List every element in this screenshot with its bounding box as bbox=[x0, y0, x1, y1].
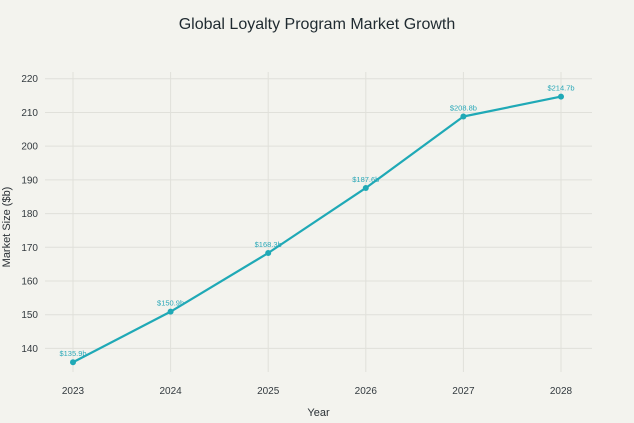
data-point bbox=[460, 113, 467, 120]
y-tick-label: 170 bbox=[21, 243, 38, 254]
y-tick-label: 190 bbox=[21, 175, 38, 186]
y-tick-label: 200 bbox=[21, 142, 38, 153]
data-label: $150.9b bbox=[157, 299, 184, 308]
y-axis-title: Market Size ($b) bbox=[1, 187, 13, 268]
data-label: $187.6b bbox=[352, 175, 379, 184]
data-label: $135.9b bbox=[59, 349, 86, 358]
y-tick-label: 160 bbox=[21, 276, 38, 287]
y-tick-label: 220 bbox=[21, 74, 38, 85]
x-tick-label: 2024 bbox=[159, 386, 182, 397]
y-tick-label: 180 bbox=[21, 209, 38, 220]
data-label: $208.8b bbox=[450, 103, 477, 112]
data-label: $168.3b bbox=[255, 240, 282, 249]
y-tick-label: 150 bbox=[21, 310, 38, 321]
y-tick-label: 210 bbox=[21, 108, 38, 119]
series-line bbox=[71, 95, 563, 364]
x-tick-label: 2023 bbox=[62, 386, 85, 397]
data-point bbox=[265, 250, 272, 257]
x-tick-label: 2025 bbox=[257, 386, 280, 397]
data-label: $214.7b bbox=[547, 84, 574, 93]
data-point bbox=[167, 308, 174, 315]
chart-title: Global Loyalty Program Market Growth bbox=[178, 16, 456, 33]
y-tick-label: 140 bbox=[21, 344, 38, 355]
data-point bbox=[70, 359, 76, 366]
data-point bbox=[558, 93, 564, 100]
data-point bbox=[362, 184, 369, 191]
x-tick-label: 2026 bbox=[355, 386, 378, 397]
x-tick-label: 2028 bbox=[550, 386, 573, 397]
x-axis-title: Year bbox=[307, 407, 330, 419]
x-tick-label: 2027 bbox=[452, 386, 475, 397]
